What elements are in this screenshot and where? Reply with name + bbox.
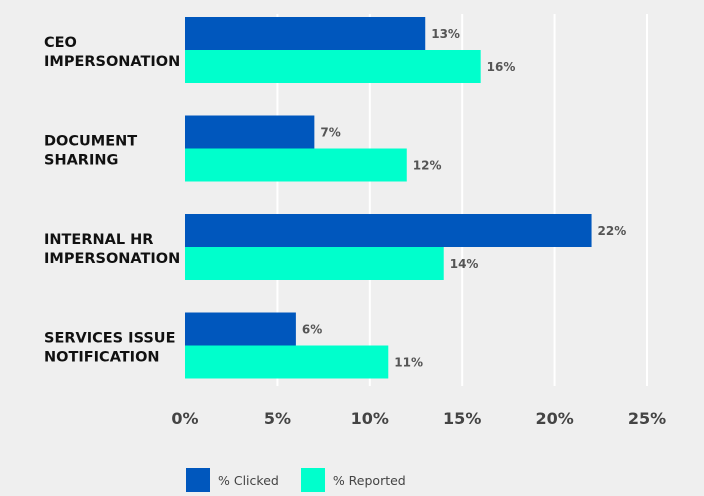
x-tick-label: 10%	[351, 409, 389, 428]
x-tick-label: 15%	[443, 409, 481, 428]
category-label-line: SERVICES ISSUE	[44, 331, 175, 347]
data-label-clicked: 13%	[431, 27, 460, 41]
category-label-line: INTERNAL HR	[44, 232, 153, 248]
x-tick-label: 5%	[264, 409, 291, 428]
data-label-clicked: 22%	[598, 224, 627, 238]
data-label-reported: 16%	[487, 60, 516, 74]
category-labels: CEO IMPERSONATION DOCUMENT SHARING INTERNAL …	[44, 35, 180, 366]
legend-label-reported: % Reported	[332, 472, 406, 488]
category-label: CEO IMPERSONATION	[44, 35, 180, 70]
bars: 13% 16% 7% 12% 22% 14% 6% 11%	[185, 17, 626, 379]
legend-item-clicked: % Clicked	[186, 468, 279, 492]
bar-reported	[185, 50, 481, 83]
data-label-reported: 12%	[413, 159, 442, 173]
category-label: INTERNAL HR IMPERSONATION	[44, 232, 180, 267]
data-label-clicked: 7%	[320, 126, 340, 140]
category-label-line: CEO	[44, 35, 77, 51]
bar-reported	[185, 148, 407, 182]
legend-label-clicked: % Clicked	[218, 472, 279, 488]
x-tick-label: 20%	[535, 409, 573, 428]
category-label-line: SHARING	[44, 153, 118, 169]
x-tick-label: 0%	[171, 409, 198, 428]
data-label-reported: 14%	[450, 257, 479, 271]
bar-clicked	[185, 115, 315, 149]
bar-reported	[185, 345, 389, 379]
data-label-clicked: 6%	[302, 323, 322, 337]
legend: % Clicked % Reported	[186, 468, 428, 492]
category-label: DOCUMENT SHARING	[44, 134, 137, 169]
category-label: SERVICES ISSUE NOTIFICATION	[44, 331, 175, 366]
legend-swatch-reported	[300, 468, 325, 492]
category-label-line: IMPERSONATION	[44, 251, 180, 267]
legend-item-reported: % Reported	[300, 468, 406, 492]
category-label-line: NOTIFICATION	[44, 350, 160, 366]
bar-clicked	[185, 214, 592, 247]
category-label-line: IMPERSONATION	[44, 54, 180, 70]
x-axis-ticks: 0% 5% 10% 15% 20% 25%	[171, 409, 666, 428]
bar-clicked	[185, 312, 296, 346]
bar-reported	[185, 247, 444, 280]
x-tick-label: 25%	[628, 409, 666, 428]
category-label-line: DOCUMENT	[44, 134, 137, 150]
legend-swatch-clicked	[186, 468, 210, 492]
data-label-reported: 11%	[394, 356, 423, 370]
bar-clicked	[185, 17, 426, 50]
